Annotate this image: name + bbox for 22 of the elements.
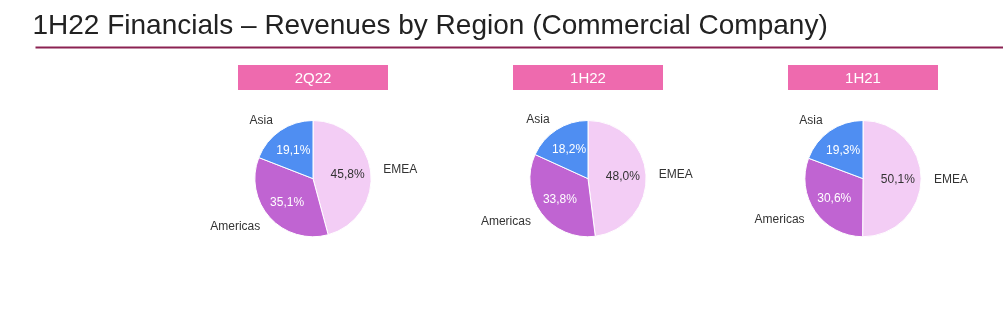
data-label: 19,1% xyxy=(276,142,311,157)
text: 1H22 Financials – Revenues by Region (Commercial Company) xyxy=(32,9,828,40)
slice-label: Asia xyxy=(249,113,274,128)
slice-label: Asia xyxy=(799,113,823,128)
data-label: 33,8% xyxy=(542,192,578,207)
data-label: 19,3% xyxy=(826,142,861,157)
data-label: 35,1% xyxy=(270,194,305,209)
chart-title: 2Q22 xyxy=(294,68,332,86)
slice-label: EMEA xyxy=(933,171,968,186)
chart-title: 1H21 xyxy=(845,68,881,86)
slice-label: Americas xyxy=(480,213,531,228)
data-label: 18,2% xyxy=(552,142,587,157)
slice-label: Asia xyxy=(526,111,550,126)
slice-label: EMEA xyxy=(383,162,418,177)
data-label: 45,8% xyxy=(330,167,365,182)
slice-label: Americas xyxy=(754,211,805,226)
chart-title: 1H22 xyxy=(570,68,606,86)
data-label: 30,6% xyxy=(817,191,852,206)
slice-label: EMEA xyxy=(658,167,693,182)
slice-label: Americas xyxy=(210,219,261,234)
data-label: 50,1% xyxy=(880,171,916,186)
data-label: 48,0% xyxy=(605,169,641,184)
